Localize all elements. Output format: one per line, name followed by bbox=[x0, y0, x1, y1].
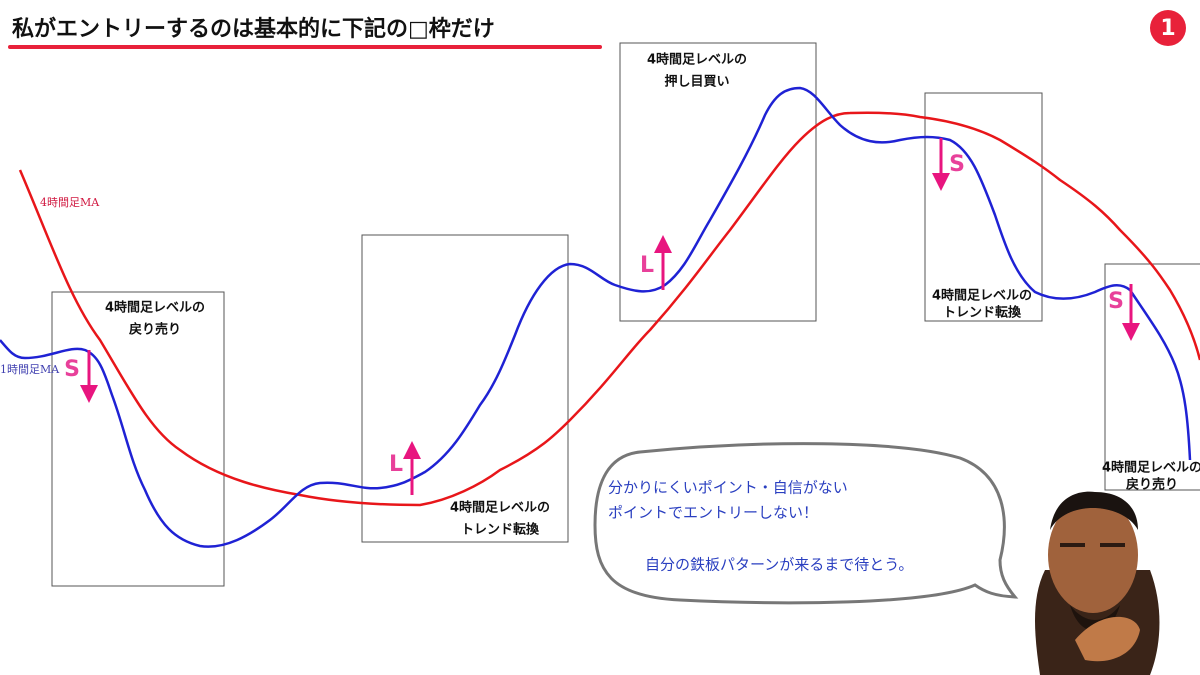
box-label: 戻り売り bbox=[128, 322, 181, 338]
signal: S bbox=[64, 357, 80, 382]
box-label: 押し目買い bbox=[664, 74, 729, 90]
box-label: トレンド転換 bbox=[461, 522, 540, 538]
speech-bubble bbox=[593, 442, 1019, 605]
box-label: 4時間足レベルの bbox=[105, 300, 205, 316]
box-label: 戻り売り bbox=[1125, 477, 1178, 493]
badge-number: 1 bbox=[1160, 16, 1175, 41]
ma-label: 4時間足MA bbox=[40, 196, 100, 209]
entry-box bbox=[361, 234, 569, 543]
ma-label: 1時間足MA bbox=[0, 363, 60, 376]
entry-box bbox=[1104, 263, 1200, 491]
box-label: 4時間足レベルの bbox=[1102, 460, 1200, 476]
signal: L bbox=[389, 452, 403, 477]
box-label: 4時間足レベルの bbox=[647, 52, 747, 68]
bubble-text: 自分の鉄板パターンが来るまで待とう。 bbox=[645, 556, 913, 574]
ma-4h-line bbox=[18, 111, 1200, 507]
signal: S bbox=[1108, 289, 1124, 314]
ma-1h-line bbox=[0, 86, 1192, 548]
portrait bbox=[1035, 491, 1160, 675]
signal: S bbox=[949, 152, 965, 177]
entry-box bbox=[51, 291, 225, 587]
bubble-text: ポイントでエントリーしない！ bbox=[608, 504, 818, 522]
bubble-text: 分かりにくいポイント・自信がない bbox=[608, 479, 848, 497]
badge bbox=[1150, 10, 1186, 46]
box-label: 4時間足レベルの bbox=[450, 500, 550, 516]
entry-box bbox=[924, 92, 1043, 322]
box-label: トレンド転換 bbox=[943, 305, 1022, 321]
entry-box bbox=[619, 42, 817, 322]
signal: L bbox=[640, 253, 654, 278]
title: 私がエントリーするのは基本的に下記の□枠だけ bbox=[12, 16, 495, 42]
box-label: 4時間足レベルの bbox=[932, 288, 1032, 304]
